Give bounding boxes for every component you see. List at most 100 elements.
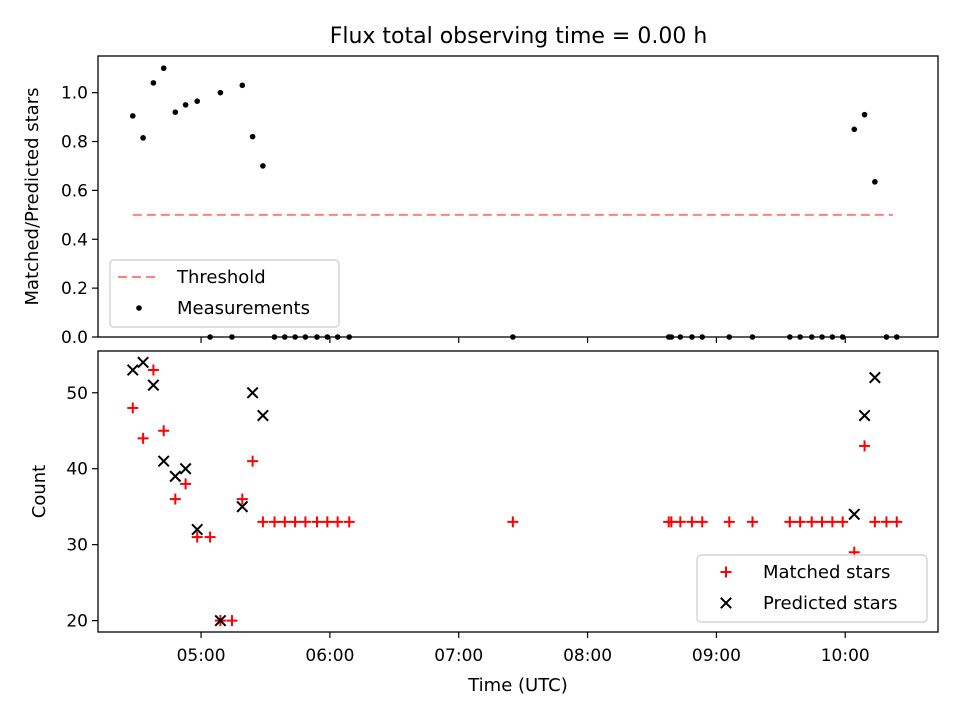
legend-measurements-label: Measurements [177,298,310,319]
measurement-point [129,113,136,119]
chart-title: Flux total observing time = 0.00 h [330,24,708,49]
count-x-tick-label: 06:00 [305,646,354,666]
legend-predicted-label: Predicted stars [763,593,897,614]
matched-star-point [674,516,686,528]
matched-star-point [269,516,281,528]
legend-matched-marker [720,566,732,578]
predicted-stars-points [126,356,881,627]
measurement-point [207,334,213,340]
matched-star-point [343,516,355,528]
matched-star-point [806,516,818,528]
measurement-point [819,334,825,340]
count-y-tick-label: 50 [66,384,88,404]
matched-star-point [158,425,170,437]
count-y-axis-label: Count [29,465,50,518]
measurement-point [150,80,157,86]
measurement-point [510,334,516,340]
predicted-star-point-b [858,409,871,422]
matched-star-point [723,516,735,528]
count-x-tick-label: 08:00 [563,646,612,666]
legend-measurements-swatch [136,305,142,311]
measurement-points [129,65,900,340]
legend-predicted-marker [720,597,732,609]
legend-predicted-swatch [720,597,732,609]
predicted-star-point-b [179,462,192,475]
measurement-point [861,111,868,118]
predicted-star-point [169,470,182,483]
legend-predicted-marker-b [720,597,732,609]
measurement-point [883,334,890,340]
predicted-star-point [191,523,204,536]
ratio-y-axis-ticks: 0.0 0.2 0.4 0.6 0.8 1.0 [61,84,98,348]
predicted-star-point [157,455,170,468]
matched-star-point [247,455,259,467]
measurement-point [689,334,695,340]
measurement-point [314,334,320,340]
matched-star-point [137,432,149,444]
matched-star-point [180,478,192,490]
ratio-y-tick-label: 0.2 [61,279,88,299]
measurement-point [851,126,858,133]
measurement-point [194,98,201,105]
matched-star-point [191,531,203,543]
measurement-point [872,179,878,185]
count-x-tick-label: 07:00 [434,646,483,666]
predicted-star-point [236,500,249,513]
ratio-y-tick-label: 1.0 [61,84,88,104]
count-legend: Matched stars Predicted stars [696,554,928,623]
matched-star-point [826,516,838,528]
count-y-tick-label: 30 [66,536,88,556]
matched-star-point [226,615,238,627]
matched-star-point [127,402,139,414]
ratio-y-tick-label: 0.8 [61,133,88,153]
ratio-legend-box [109,259,340,328]
measurement-point [726,334,733,340]
predicted-star-point [858,409,871,422]
measurement-point [797,334,803,340]
matched-star-point [236,493,248,505]
measurement-point [839,334,846,340]
matched-star-point [311,516,323,528]
measurement-point [292,334,298,340]
count-plot-frame [97,350,939,633]
predicted-star-point-b [157,455,170,468]
measurement-point [217,89,224,96]
measurement-point [677,334,684,340]
matched-star-point [859,440,871,452]
predicted-star-point [126,364,139,376]
predicted-star-point-b [848,508,861,521]
count-x-tick-label: 09:00 [692,646,741,666]
measurement-point [260,163,266,169]
predicted-star-point [848,508,861,521]
ratio-y-tick-label: 0.4 [61,230,88,250]
measurement-point [172,109,179,115]
predicted-star-point [214,614,227,627]
matched-star-point [289,516,301,528]
measurement-point [829,334,836,340]
predicted-star-point-b [147,379,160,392]
predicted-star-point-b [868,371,881,384]
matched-star-point [507,516,519,528]
matched-star-point [147,364,159,376]
count-x-axis-ticks: 05:00 06:00 07:00 08:00 09:00 10:00 [177,632,870,666]
measurement-point [749,334,756,340]
predicted-star-point [868,371,881,384]
x-axis-label: Time (UTC) [467,675,568,696]
predicted-star-point [137,356,149,369]
matched-stars-points [127,364,903,627]
measurement-point [249,133,256,140]
ratio-legend: Threshold Measurements [109,259,340,328]
measurement-point [668,334,675,340]
ratio-plot-frame [97,55,939,338]
matched-star-point [257,516,269,528]
count-legend-box [696,554,928,623]
matched-star-point [321,516,333,528]
predicted-star-point [147,379,160,392]
count-y-tick-label: 20 [66,612,88,632]
measurement-point [282,334,288,340]
ratio-y-axis-label: Matched/Predicted stars [22,88,43,306]
count-x-tick-label: 05:00 [177,646,226,666]
legend-threshold-label: Threshold [176,267,266,288]
